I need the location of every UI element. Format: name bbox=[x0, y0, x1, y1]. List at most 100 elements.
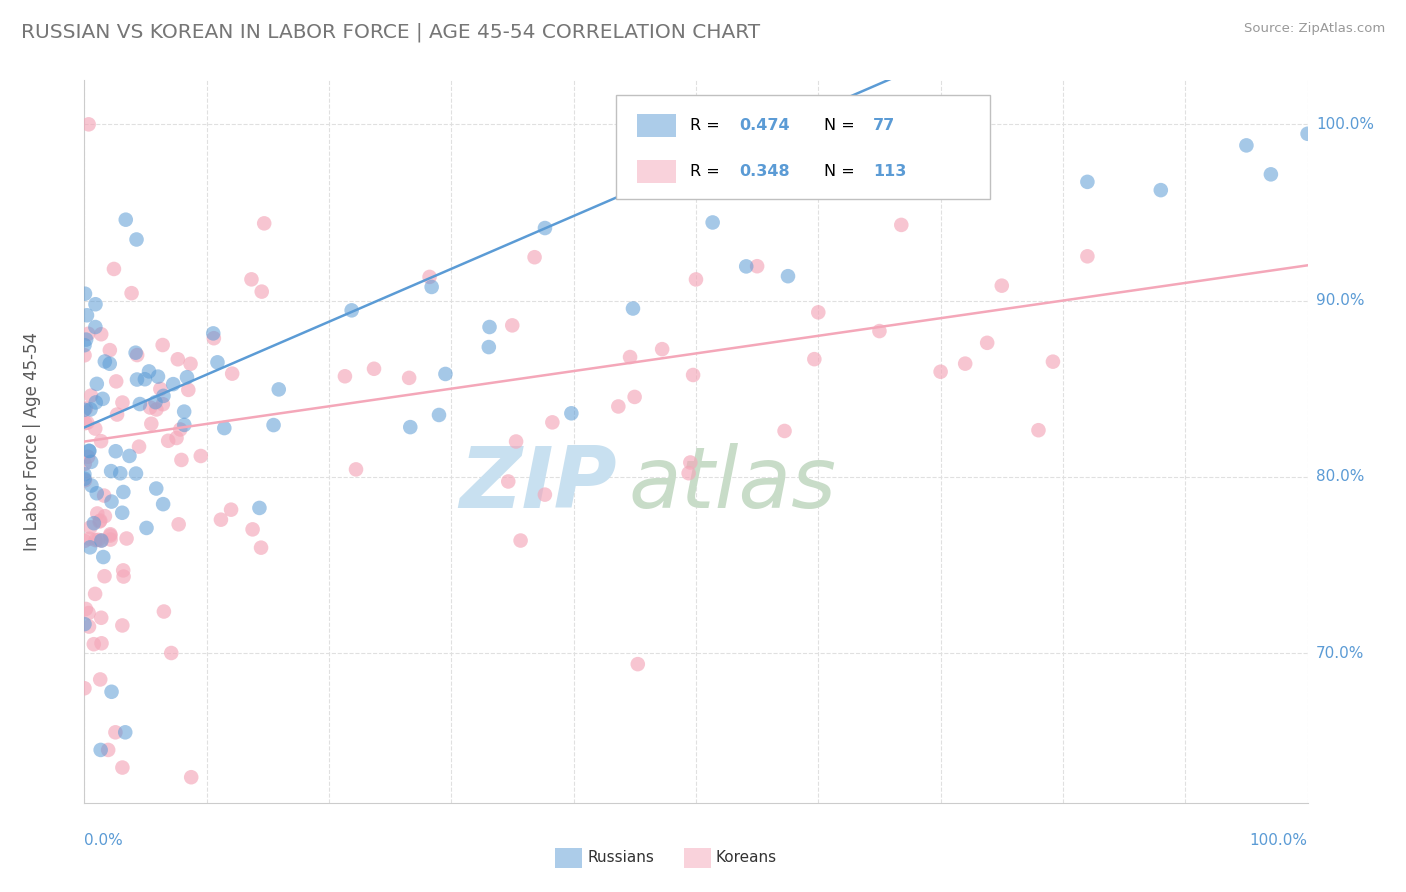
Point bbox=[84, 421, 107, 435]
Point bbox=[75, 401, 97, 416]
Text: R =: R = bbox=[690, 119, 724, 133]
Point bbox=[869, 324, 891, 338]
Point bbox=[77, 450, 100, 464]
Point bbox=[73, 338, 96, 352]
Point bbox=[340, 303, 363, 318]
Point bbox=[79, 520, 101, 534]
Point bbox=[112, 485, 135, 500]
Point bbox=[145, 402, 167, 417]
Point bbox=[534, 488, 557, 502]
Point bbox=[166, 431, 188, 445]
Point bbox=[80, 478, 103, 492]
Point bbox=[177, 383, 200, 397]
Point bbox=[169, 422, 191, 436]
Point bbox=[496, 475, 519, 489]
Point bbox=[84, 533, 107, 547]
Point bbox=[103, 262, 125, 277]
Point bbox=[1236, 138, 1258, 153]
Text: R =: R = bbox=[690, 164, 724, 178]
Point bbox=[89, 514, 111, 528]
Point bbox=[685, 272, 707, 286]
Point bbox=[623, 390, 645, 404]
Point bbox=[100, 685, 122, 699]
Text: 0.348: 0.348 bbox=[738, 164, 789, 178]
Point bbox=[153, 605, 176, 619]
Point bbox=[80, 389, 103, 403]
Point bbox=[702, 215, 724, 229]
Bar bbox=[637, 160, 676, 183]
Point bbox=[87, 533, 110, 547]
Point bbox=[953, 357, 976, 371]
Point bbox=[73, 473, 96, 487]
Point bbox=[118, 449, 141, 463]
Point bbox=[399, 420, 422, 434]
Point bbox=[111, 395, 134, 409]
Point bbox=[100, 464, 122, 478]
Point bbox=[79, 541, 101, 555]
Point bbox=[94, 354, 117, 368]
Text: 113: 113 bbox=[873, 164, 907, 178]
Point bbox=[160, 646, 183, 660]
Point bbox=[104, 725, 127, 739]
Point bbox=[125, 232, 148, 246]
Point bbox=[263, 418, 285, 433]
Text: 100.0%: 100.0% bbox=[1316, 117, 1374, 132]
Point bbox=[73, 402, 96, 417]
Point bbox=[135, 521, 157, 535]
Point bbox=[523, 250, 546, 264]
Point bbox=[152, 497, 174, 511]
Point bbox=[73, 457, 96, 471]
Point bbox=[209, 513, 232, 527]
Point bbox=[157, 434, 180, 448]
Point bbox=[991, 278, 1014, 293]
Point bbox=[344, 462, 367, 476]
Point bbox=[679, 455, 702, 469]
Point bbox=[112, 563, 135, 577]
Point bbox=[221, 367, 243, 381]
Point bbox=[98, 357, 121, 371]
Point bbox=[152, 389, 174, 403]
Point bbox=[170, 453, 193, 467]
Point bbox=[84, 297, 107, 311]
Point bbox=[134, 372, 156, 386]
Point bbox=[242, 522, 264, 536]
Point bbox=[73, 472, 96, 486]
Point bbox=[149, 382, 172, 396]
Point bbox=[1260, 167, 1282, 181]
Point bbox=[747, 259, 769, 273]
Point bbox=[114, 725, 136, 739]
Point bbox=[541, 415, 564, 429]
Point bbox=[619, 350, 641, 364]
Point bbox=[1028, 423, 1050, 437]
Point bbox=[105, 375, 128, 389]
Point bbox=[145, 482, 167, 496]
Point bbox=[267, 383, 290, 397]
Text: 70.0%: 70.0% bbox=[1316, 646, 1364, 660]
Point bbox=[146, 369, 169, 384]
Point bbox=[100, 533, 122, 547]
Point bbox=[111, 760, 134, 774]
Point bbox=[207, 355, 229, 369]
Point bbox=[93, 489, 115, 503]
Point bbox=[90, 533, 112, 548]
Point bbox=[77, 619, 100, 633]
Point bbox=[363, 361, 385, 376]
Bar bbox=[637, 114, 676, 137]
Text: Koreans: Koreans bbox=[716, 850, 776, 865]
Point bbox=[807, 305, 830, 319]
Point bbox=[176, 370, 198, 384]
Point bbox=[111, 506, 134, 520]
Point bbox=[75, 602, 97, 616]
Point bbox=[90, 434, 112, 449]
Point bbox=[124, 345, 146, 359]
Point bbox=[75, 416, 97, 430]
Text: Source: ZipAtlas.com: Source: ZipAtlas.com bbox=[1244, 22, 1385, 36]
Point bbox=[478, 340, 501, 354]
Point bbox=[77, 443, 100, 458]
Point bbox=[128, 397, 150, 411]
Point bbox=[91, 549, 114, 564]
Point bbox=[166, 352, 188, 367]
Point bbox=[1296, 127, 1319, 141]
Point bbox=[152, 338, 174, 352]
Point bbox=[110, 467, 132, 481]
